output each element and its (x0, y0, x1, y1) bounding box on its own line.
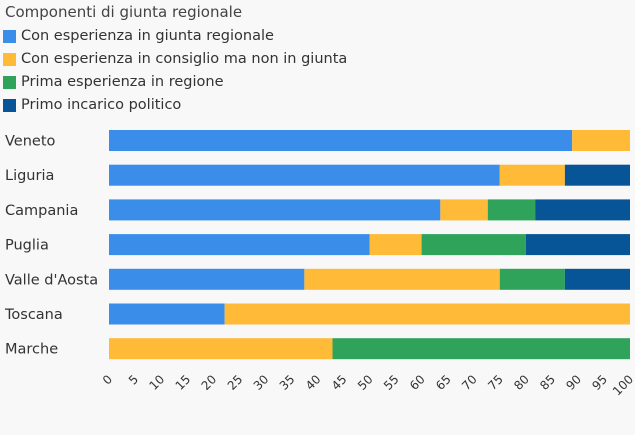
x-tick-label: 15 (173, 372, 194, 393)
category-label: Marche (5, 342, 58, 358)
bar-segment[interactable] (109, 338, 333, 360)
bar-segment[interactable] (369, 234, 422, 256)
legend-label: Con esperienza in giunta regionale (21, 28, 274, 44)
bar-segment[interactable] (440, 199, 488, 221)
category-label: Puglia (5, 238, 49, 254)
x-tick-label: 55 (381, 372, 402, 393)
bar-segment[interactable] (109, 268, 305, 290)
x-tick-label: 75 (485, 372, 506, 393)
bar-segment[interactable] (332, 338, 630, 360)
legend-swatch (3, 52, 16, 66)
legend-swatch (3, 75, 16, 89)
category-label: Veneto (5, 134, 56, 150)
bar-segment[interactable] (109, 234, 370, 256)
category-label: Toscana (4, 307, 63, 323)
x-tick-label: 20 (199, 372, 220, 393)
x-tick-label: 95 (589, 372, 610, 393)
bar-segment[interactable] (564, 164, 630, 186)
x-tick-label: 100 (610, 372, 635, 398)
category-label: Campania (5, 203, 78, 219)
x-tick-label: 80 (511, 372, 532, 393)
x-tick-label: 70 (459, 372, 480, 393)
bar-segment[interactable] (499, 268, 565, 290)
x-tick-label: 25 (225, 372, 246, 393)
x-tick-label: 0 (100, 372, 115, 387)
x-tick-label: 60 (407, 372, 428, 393)
category-label: Liguria (5, 168, 54, 184)
bar-segment[interactable] (109, 303, 225, 325)
x-tick-label: 85 (537, 372, 558, 393)
bar-segment[interactable] (109, 199, 441, 221)
bar-segment[interactable] (487, 199, 536, 221)
x-tick-label: 65 (433, 372, 454, 393)
x-tick-label: 35 (277, 372, 298, 393)
bar-segment[interactable] (109, 130, 573, 151)
x-tick-label: 10 (147, 372, 168, 393)
legend-item[interactable]: Prima esperienza in regione (3, 73, 224, 91)
legend-item[interactable]: Con esperienza in giunta regionale (3, 27, 274, 45)
x-tick-label: 50 (355, 372, 376, 393)
bar-segment[interactable] (109, 164, 500, 186)
x-tick-label: 30 (251, 372, 272, 393)
legend-swatch (3, 29, 16, 43)
legend-label: Prima esperienza in regione (21, 74, 224, 90)
bar-segment[interactable] (224, 303, 631, 325)
bar-segment[interactable] (535, 199, 630, 221)
bar-segment[interactable] (525, 234, 630, 256)
bar-segment[interactable] (564, 268, 630, 290)
bar-segment[interactable] (304, 268, 500, 290)
legend-item[interactable]: Con esperienza in consiglio ma non in gi… (3, 50, 347, 68)
bar-segment[interactable] (499, 164, 565, 186)
legend-title: Componenti di giunta regionale (5, 3, 243, 21)
bar-segment[interactable] (421, 234, 526, 256)
legend-swatch (3, 98, 16, 112)
x-tick-label: 40 (303, 372, 324, 393)
x-tick-label: 90 (563, 372, 584, 393)
bar-segment[interactable] (572, 130, 630, 151)
x-tick-label: 5 (126, 372, 141, 387)
legend-label: Primo incarico politico (21, 97, 182, 113)
x-tick-label: 45 (329, 372, 350, 393)
legend-label: Con esperienza in consiglio ma non in gi… (21, 51, 348, 67)
legend-item[interactable]: Primo incarico politico (3, 96, 181, 114)
category-label: Valle d'Aosta (5, 272, 98, 288)
